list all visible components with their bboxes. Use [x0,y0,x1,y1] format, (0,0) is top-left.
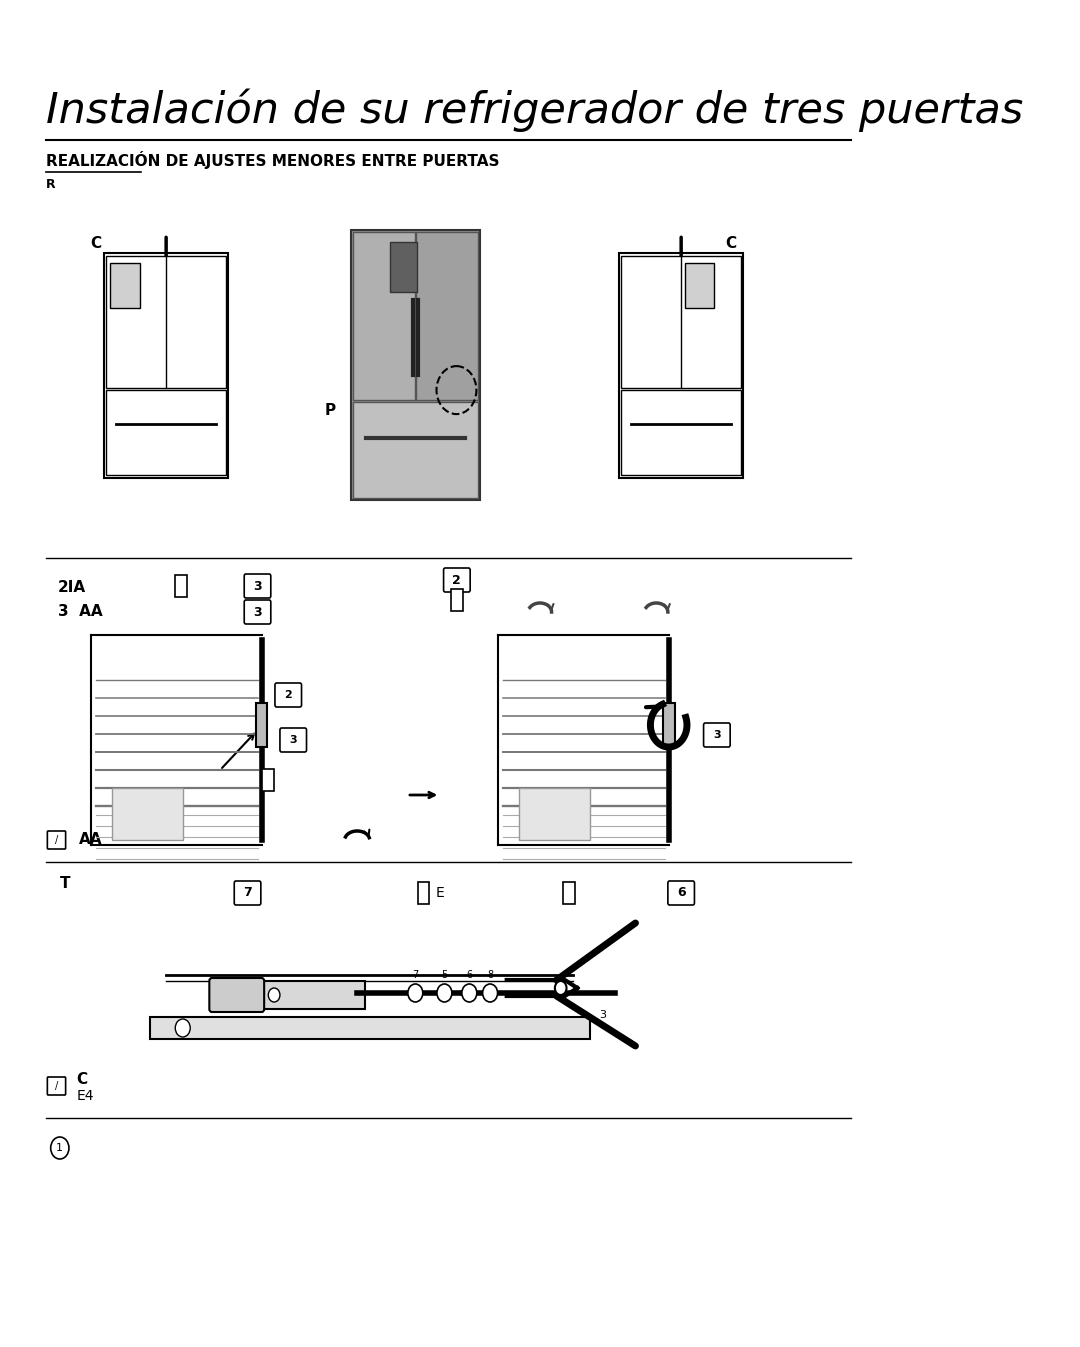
Text: /: / [55,835,58,845]
Bar [104,252,229,477]
Circle shape [175,1018,190,1037]
Bar [110,263,139,307]
Text: 3: 3 [289,735,297,745]
Text: 6: 6 [467,970,472,981]
Text: R: R [45,179,55,191]
Bar [621,389,741,474]
Bar [519,788,590,841]
FancyBboxPatch shape [280,727,307,752]
Bar [175,575,187,597]
Text: P: P [325,403,336,418]
FancyBboxPatch shape [667,881,694,905]
FancyBboxPatch shape [234,881,261,905]
FancyBboxPatch shape [48,831,66,849]
Circle shape [437,985,451,1002]
Text: AA: AA [79,832,103,847]
Text: 3: 3 [598,1010,606,1020]
Bar [663,703,675,748]
Text: 1: 1 [56,1144,64,1153]
Text: E4: E4 [77,1088,94,1103]
Bar [416,232,478,400]
Text: 2: 2 [453,574,461,586]
Bar [112,788,183,841]
Circle shape [462,985,476,1002]
Bar [390,242,417,292]
Text: 7: 7 [413,970,418,981]
FancyBboxPatch shape [703,723,730,748]
Bar [619,252,743,477]
Bar [262,769,274,791]
Bar [106,256,226,388]
Bar [257,981,365,1009]
Text: 7: 7 [243,886,252,900]
Text: T: T [59,876,70,890]
Bar [106,389,226,474]
Circle shape [408,985,422,1002]
Text: 5: 5 [442,970,447,981]
FancyBboxPatch shape [444,568,470,591]
FancyBboxPatch shape [210,978,265,1012]
Bar [352,232,415,400]
Bar [686,263,714,307]
Bar [351,230,480,500]
Bar [256,703,268,748]
FancyBboxPatch shape [244,599,271,624]
Text: C: C [77,1072,87,1087]
Text: 2: 2 [284,690,292,700]
Text: /: / [55,1082,58,1091]
Bar [418,882,430,904]
Bar [352,403,478,498]
Text: 3  AA: 3 AA [58,605,103,620]
Bar [621,256,741,388]
FancyBboxPatch shape [275,683,301,707]
Text: 6: 6 [677,886,686,900]
Text: P: P [422,403,433,418]
Text: E: E [435,886,444,900]
Text: 3: 3 [713,730,720,740]
Circle shape [483,985,498,1002]
FancyBboxPatch shape [244,574,271,598]
Bar [451,589,462,612]
Text: 3: 3 [253,579,261,593]
Text: C: C [90,236,102,251]
Text: 3: 3 [253,606,261,618]
Circle shape [51,1137,69,1158]
Bar [149,1017,590,1039]
Text: C: C [726,236,737,251]
Circle shape [555,981,567,995]
FancyBboxPatch shape [48,1078,66,1095]
Text: Instalación de su refrigerador de tres puertas: Instalación de su refrigerador de tres p… [45,89,1023,132]
Bar [563,882,575,904]
Text: 2IA: 2IA [58,581,86,595]
Text: 8: 8 [487,970,494,981]
Circle shape [268,987,280,1002]
Text: REALIZACIÓN DE AJUSTES MENORES ENTRE PUERTAS: REALIZACIÓN DE AJUSTES MENORES ENTRE PUE… [45,151,499,168]
